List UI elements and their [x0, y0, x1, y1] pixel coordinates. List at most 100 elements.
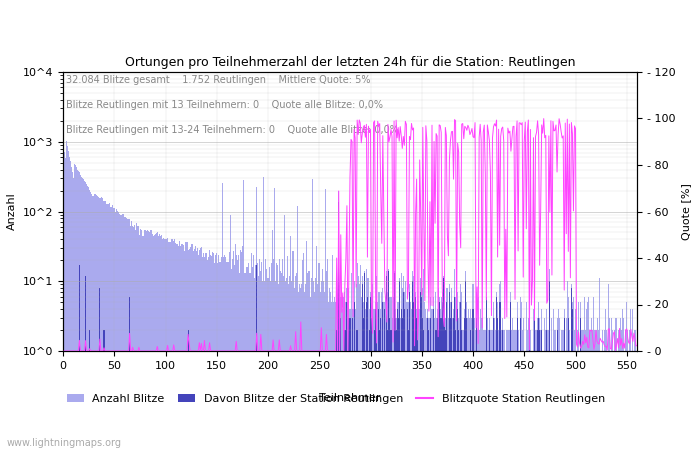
Bar [475, 292, 477, 450]
Bar [605, 309, 606, 450]
Bar [541, 309, 542, 450]
Bar [208, 257, 209, 450]
Bar [495, 330, 496, 450]
Bar [530, 351, 531, 450]
Bar [582, 330, 583, 450]
Bar [420, 292, 421, 450]
Bar [377, 302, 378, 450]
Bar [563, 330, 564, 450]
Bar [373, 351, 374, 450]
Bar [500, 302, 501, 450]
Bar [535, 330, 536, 450]
Bar [327, 259, 328, 450]
Bar [496, 292, 497, 450]
Bar [218, 255, 219, 450]
Bar [227, 262, 228, 450]
Bar [407, 309, 408, 450]
Bar [514, 330, 515, 450]
Bar [470, 330, 472, 450]
Bar [256, 265, 257, 450]
Bar [353, 309, 354, 450]
Bar [87, 186, 88, 450]
Bar [391, 318, 393, 450]
Bar [541, 330, 542, 450]
Bar [387, 330, 388, 450]
Bar [312, 179, 313, 450]
Bar [619, 330, 620, 450]
Bar [548, 330, 550, 450]
Bar [397, 302, 398, 450]
Bar [131, 220, 132, 450]
Bar [413, 276, 414, 450]
Bar [398, 318, 399, 450]
Bar [454, 297, 455, 450]
Bar [627, 330, 629, 450]
Bar [366, 269, 367, 450]
Bar [561, 330, 563, 450]
Bar [400, 309, 402, 450]
Bar [542, 351, 543, 450]
Bar [455, 330, 456, 450]
Bar [240, 250, 241, 450]
Bar [316, 284, 318, 450]
Bar [594, 351, 596, 450]
Bar [442, 302, 443, 450]
Bar [494, 351, 495, 450]
Bar [155, 234, 156, 450]
Text: Blitze Reutlingen mit 13-24 Teilnehmern: 0    Quote alle Blitze: 0,0%: Blitze Reutlingen mit 13-24 Teilnehmern:… [66, 125, 399, 135]
Bar [367, 297, 368, 450]
Bar [506, 330, 507, 450]
Bar [106, 204, 108, 450]
Bar [214, 263, 215, 450]
Bar [459, 302, 460, 450]
Bar [281, 273, 282, 450]
Bar [631, 351, 632, 450]
Bar [490, 330, 491, 450]
Bar [438, 330, 439, 450]
Bar [479, 330, 480, 450]
Bar [355, 351, 356, 450]
Bar [92, 196, 93, 450]
Bar [76, 167, 77, 450]
Bar [340, 297, 342, 450]
Bar [564, 318, 565, 450]
Bar [567, 281, 568, 450]
Bar [419, 351, 420, 450]
Bar [505, 351, 506, 450]
Bar [608, 284, 609, 450]
Bar [122, 214, 123, 450]
Bar [598, 279, 600, 450]
Bar [622, 309, 623, 450]
Bar [539, 318, 540, 450]
Bar [569, 330, 570, 450]
Bar [419, 309, 420, 450]
Bar [150, 230, 152, 450]
Bar [238, 255, 239, 450]
Bar [584, 297, 585, 450]
Bar [336, 302, 337, 450]
Bar [112, 205, 113, 450]
Bar [157, 351, 158, 450]
Bar [483, 351, 484, 450]
Bar [398, 302, 399, 450]
Bar [614, 330, 615, 450]
Bar [502, 330, 503, 450]
Bar [510, 292, 512, 450]
Bar [468, 351, 470, 450]
Bar [618, 330, 619, 450]
Bar [514, 351, 515, 450]
Bar [613, 351, 614, 450]
Bar [499, 302, 500, 450]
Bar [389, 318, 391, 450]
Bar [183, 245, 185, 450]
Bar [480, 351, 481, 450]
Bar [590, 330, 592, 450]
Bar [444, 330, 446, 450]
Bar [442, 292, 443, 450]
Bar [532, 351, 533, 450]
Bar [503, 351, 504, 450]
Bar [77, 170, 78, 450]
Bar [485, 330, 486, 450]
Bar [97, 196, 99, 450]
Bar [570, 351, 571, 450]
